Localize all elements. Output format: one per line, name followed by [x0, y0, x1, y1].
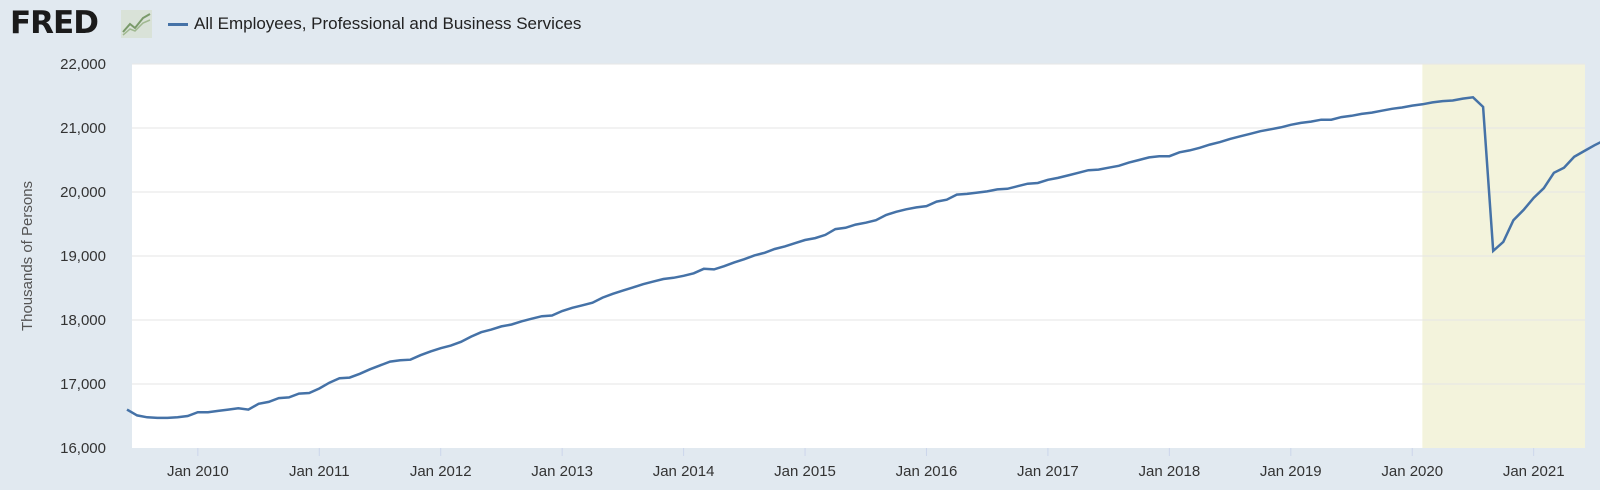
x-tick-label: Jan 2018	[1138, 463, 1200, 480]
legend: All Employees, Professional and Business…	[168, 12, 581, 36]
y-tick-label: 21,000	[60, 120, 106, 137]
x-tick-label: Jan 2014	[653, 463, 715, 480]
x-tick-label: Jan 2010	[167, 463, 229, 480]
x-tick-label: Jan 2017	[1017, 463, 1079, 480]
x-tick-label: Jan 2011	[289, 463, 350, 480]
x-tick-label: Jan 2020	[1381, 463, 1443, 480]
x-tick-label: Jan 2021	[1503, 463, 1565, 480]
y-tick-label: 17,000	[60, 376, 106, 393]
y-tick-label: 20,000	[60, 184, 106, 201]
fred-logo[interactable]: FRED	[10, 5, 99, 41]
legend-swatch	[168, 22, 188, 26]
x-tick-label: Jan 2016	[896, 463, 958, 480]
y-tick-label: 16,000	[60, 440, 106, 457]
x-tick-label: Jan 2013	[531, 463, 593, 480]
y-axis-label: Thousands of Persons	[19, 181, 36, 331]
y-tick-label: 22,000	[60, 56, 106, 73]
series-line[interactable]	[126, 95, 1600, 420]
y-axis-ticks: 16,000 17,000 18,000 19,000 20,000 21,000 22,0…	[60, 56, 106, 457]
grid-lines	[132, 63, 1585, 385]
x-tick-label: Jan 2019	[1260, 463, 1322, 480]
fred-chart-icon	[121, 10, 152, 38]
y-tick-label: 19,000	[60, 248, 106, 265]
chart-header: FRED All Employees, Professional and Bus…	[0, 0, 1600, 50]
x-tick-label: Jan 2012	[410, 463, 472, 480]
legend-label[interactable]: All Employees, Professional and Business…	[194, 14, 582, 33]
y-tick-label: 18,000	[60, 312, 106, 329]
x-tick-label: Jan 2015	[774, 463, 836, 480]
x-axis-ticks: Jan 2010 Jan 2011 Jan 2012 Jan 2013 Jan 2014…	[167, 448, 1565, 480]
